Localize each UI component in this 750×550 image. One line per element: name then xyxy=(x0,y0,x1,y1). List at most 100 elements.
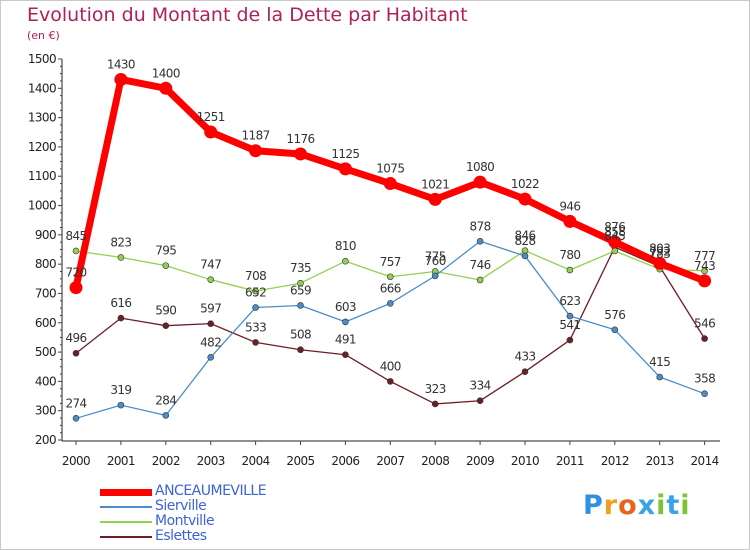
data-point-anceaumeville xyxy=(473,175,487,189)
data-label-sierville: 659 xyxy=(290,283,311,297)
data-label-montville: 795 xyxy=(155,244,176,258)
x-tick-label: 2006 xyxy=(331,454,359,468)
line-chart: 200 300 400 500 600 700 800 900 1000 1100 1200 1300… xyxy=(28,52,720,468)
data-label-eslettes: 597 xyxy=(200,302,221,316)
data-point-anceaumeville xyxy=(294,147,307,161)
data-point-eslettes xyxy=(701,335,708,342)
legend-swatch xyxy=(100,521,152,523)
data-point-anceaumeville xyxy=(563,214,577,228)
data-point-montville xyxy=(117,254,125,261)
x-tick-label: 2010 xyxy=(511,454,539,468)
data-point-sierville xyxy=(252,304,259,311)
data-label-montville: 735 xyxy=(290,261,311,275)
data-point-sierville xyxy=(162,412,170,419)
data-label-anceaumeville: 946 xyxy=(559,199,580,213)
data-label-eslettes: 496 xyxy=(65,331,86,345)
legend-label: Sierville xyxy=(155,498,207,514)
data-label-eslettes: 433 xyxy=(514,350,535,364)
data-point-eslettes xyxy=(431,400,439,408)
data-label-sierville: 623 xyxy=(559,294,580,308)
data-point-eslettes xyxy=(117,314,125,322)
data-point-anceaumeville xyxy=(428,192,442,206)
data-label-eslettes: 323 xyxy=(425,382,446,396)
x-tick-label: 2000 xyxy=(62,454,90,468)
proxiti-logo: Proxiti xyxy=(583,490,691,521)
data-label-montville: 780 xyxy=(559,248,580,262)
legend-swatch xyxy=(100,506,152,508)
data-point-sierville xyxy=(297,302,304,309)
data-point-montville xyxy=(252,287,259,295)
data-label-anceaumeville: 1400 xyxy=(152,66,180,80)
data-label-montville: 783 xyxy=(649,247,670,261)
data-label-anceaumeville: 1022 xyxy=(511,177,539,191)
y-tick-label: 800 xyxy=(35,257,56,271)
data-point-eslettes xyxy=(297,346,304,354)
data-point-sierville xyxy=(611,326,619,334)
data-label-sierville: 760 xyxy=(425,254,446,268)
data-point-anceaumeville xyxy=(383,177,397,191)
x-tick-label: 2007 xyxy=(376,454,404,468)
data-label-anceaumeville: 1430 xyxy=(107,58,135,72)
x-tick-label: 2004 xyxy=(242,454,270,468)
data-point-anceaumeville xyxy=(608,235,622,249)
data-point-sierville xyxy=(386,300,394,307)
data-point-eslettes xyxy=(566,336,574,344)
data-point-anceaumeville xyxy=(698,274,712,288)
legend-label: Eslettes xyxy=(155,528,207,544)
data-label-sierville: 319 xyxy=(110,383,131,397)
y-tick-label: 700 xyxy=(35,286,56,300)
data-point-anceaumeville xyxy=(114,73,128,87)
data-point-sierville xyxy=(656,373,664,381)
y-tick-label: 200 xyxy=(35,433,56,447)
y-tick-label: 1300 xyxy=(28,111,56,125)
data-label-montville: 747 xyxy=(200,258,221,272)
data-point-eslettes xyxy=(521,368,529,376)
data-point-sierville xyxy=(521,252,529,260)
data-point-sierville xyxy=(476,237,484,245)
y-tick-label: 1400 xyxy=(28,81,56,95)
data-label-sierville: 828 xyxy=(514,234,535,248)
data-label-anceaumeville: 1080 xyxy=(466,160,494,174)
data-point-eslettes xyxy=(342,351,349,359)
data-point-montville xyxy=(566,266,574,274)
y-tick-label: 1000 xyxy=(28,199,56,213)
data-label-eslettes: 508 xyxy=(290,328,311,342)
data-label-sierville: 878 xyxy=(470,219,491,233)
data-point-montville xyxy=(611,247,619,255)
y-tick-label: 500 xyxy=(35,345,56,359)
data-label-anceaumeville: 876 xyxy=(604,220,625,234)
data-point-montville xyxy=(72,247,80,255)
data-label-anceaumeville: 743 xyxy=(694,259,715,273)
x-tick-label: 2005 xyxy=(286,454,314,468)
data-label-eslettes: 858 xyxy=(604,225,625,239)
chart-unit-label: (en €) xyxy=(27,29,60,42)
data-label-montville: 775 xyxy=(425,249,446,263)
data-label-montville: 845 xyxy=(604,229,625,243)
data-label-anceaumeville: 803 xyxy=(649,241,670,255)
data-label-eslettes: 491 xyxy=(335,333,356,347)
data-point-anceaumeville xyxy=(338,162,352,176)
data-label-anceaumeville: 1187 xyxy=(242,129,270,143)
data-point-montville xyxy=(476,276,484,284)
y-tick-label: 1100 xyxy=(28,169,56,183)
data-label-anceaumeville: 1021 xyxy=(421,177,449,191)
data-point-eslettes xyxy=(476,397,484,405)
data-label-sierville: 603 xyxy=(335,300,356,314)
data-point-sierville xyxy=(342,318,349,326)
data-label-eslettes: 792 xyxy=(649,244,670,258)
x-tick-label: 2009 xyxy=(466,454,494,468)
data-point-montville xyxy=(162,262,170,269)
data-point-eslettes xyxy=(72,349,80,357)
x-tick-label: 2001 xyxy=(107,454,135,468)
data-label-montville: 746 xyxy=(470,258,491,272)
x-tick-label: 2014 xyxy=(691,454,719,468)
data-point-sierville xyxy=(701,390,708,397)
data-label-eslettes: 533 xyxy=(245,320,266,334)
data-point-anceaumeville xyxy=(69,281,83,295)
data-label-sierville: 482 xyxy=(200,335,221,349)
data-point-eslettes xyxy=(207,320,214,327)
data-label-anceaumeville: 1125 xyxy=(331,147,359,161)
data-point-montville xyxy=(207,276,214,283)
data-label-sierville: 358 xyxy=(694,372,715,386)
